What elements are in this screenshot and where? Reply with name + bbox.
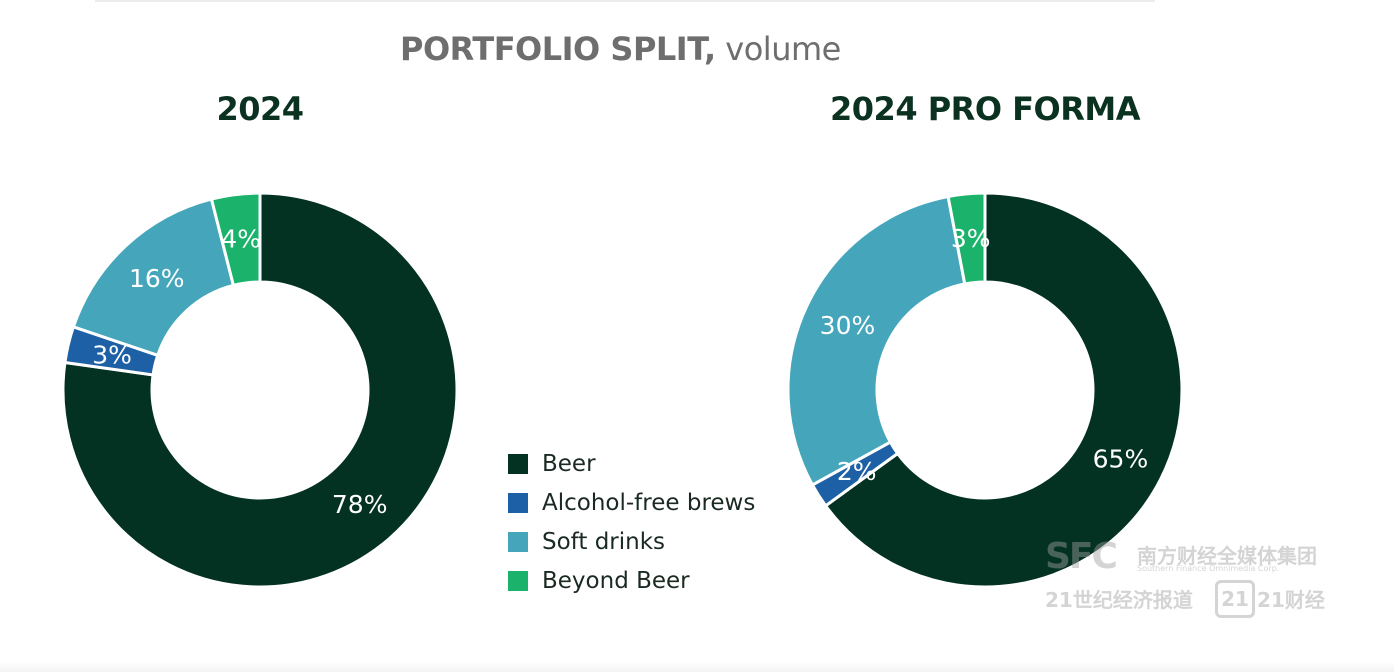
data-label-alcohol-free-brews: 2% bbox=[837, 457, 877, 486]
legend-swatch bbox=[508, 453, 528, 474]
legend: Beer Alcohol-free brews Soft drinks Beyo… bbox=[508, 444, 755, 600]
watermark: SFC 南方财经全媒体集团 Southern Finance Omnimedia… bbox=[1045, 536, 1345, 618]
legend-swatch bbox=[508, 531, 528, 552]
legend-label: Beyond Beer bbox=[542, 567, 690, 594]
data-label-beer: 78% bbox=[332, 490, 388, 519]
legend-item-soft-drinks: Soft drinks bbox=[508, 522, 755, 561]
watermark-line1: 南方财经全媒体集团 bbox=[1137, 544, 1317, 568]
data-label-beyond-beer: 3% bbox=[951, 224, 991, 253]
legend-item-beyond-beer: Beyond Beer bbox=[508, 561, 755, 600]
top-divider bbox=[95, 0, 1155, 2]
watermark-line2: 21世纪经济报道 bbox=[1045, 588, 1193, 612]
chart-title-2024: 2024 bbox=[216, 90, 304, 128]
watermark-sub1: Southern Finance Omnimedia Corp. bbox=[1137, 564, 1280, 573]
watermark-badge: 21 bbox=[1215, 580, 1255, 618]
data-label-beer: 65% bbox=[1093, 445, 1149, 474]
legend-swatch bbox=[508, 570, 528, 591]
legend-label: Alcohol-free brews bbox=[542, 489, 756, 516]
data-label-soft-drinks: 16% bbox=[129, 264, 185, 293]
legend-item-beer: Beer bbox=[508, 444, 755, 483]
slice-beer bbox=[823, 191, 1184, 589]
slice-beyond-beer bbox=[946, 191, 987, 286]
data-label-beyond-beer: 4% bbox=[221, 225, 261, 254]
bottom-divider bbox=[0, 662, 1394, 672]
legend-swatch bbox=[508, 492, 528, 513]
title-light: volume bbox=[725, 30, 841, 68]
legend-item-alcohol-free-brews: Alcohol-free brews bbox=[508, 483, 755, 522]
page-title: PORTFOLIO SPLIT, volume bbox=[400, 30, 841, 68]
data-label-soft-drinks: 30% bbox=[820, 311, 876, 340]
slice-beyond-beer bbox=[209, 191, 262, 288]
chart-title-2024-pro-forma: 2024 PRO FORMA bbox=[830, 90, 1140, 128]
watermark-line3: 21财经 bbox=[1257, 588, 1325, 612]
watermark-logo: SFC bbox=[1045, 536, 1118, 577]
legend-label: Beer bbox=[542, 450, 596, 477]
slice-soft-drinks bbox=[786, 194, 967, 487]
legend-label: Soft drinks bbox=[542, 528, 666, 555]
slice-beer bbox=[61, 191, 459, 589]
data-label-alcohol-free-brews: 3% bbox=[92, 340, 132, 369]
title-bold: PORTFOLIO SPLIT, bbox=[400, 30, 716, 68]
